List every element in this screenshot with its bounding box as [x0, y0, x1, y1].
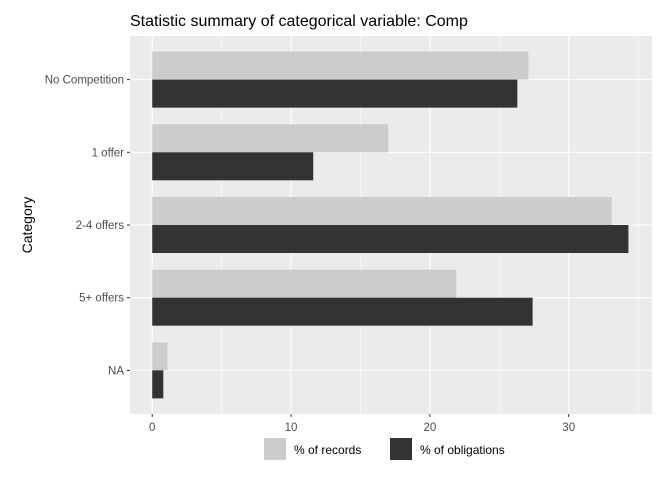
bar-obligations [152, 225, 629, 253]
y-axis: No Competition 1 offer 2-4 offers 5+ offers… [45, 75, 130, 377]
bar-records [152, 51, 529, 80]
bar-records [152, 124, 389, 153]
legend-key-records [264, 438, 286, 460]
bar-obligations [152, 152, 314, 181]
y-tick-label: 1 offer [92, 147, 125, 159]
bars [152, 51, 629, 399]
chart-title: Statistic summary of categorical variabl… [130, 13, 468, 30]
bar-records [152, 342, 168, 371]
bar-records [152, 197, 612, 225]
y-axis-title: Category [19, 197, 35, 254]
x-tick-label: 30 [562, 422, 575, 434]
x-tick-label: 0 [149, 422, 155, 434]
y-tick-label: 5+ offers [79, 293, 124, 305]
bar-records [152, 269, 457, 298]
legend: % of records % of obligations [264, 438, 505, 460]
x-axis: 0 10 20 30 [149, 414, 575, 434]
x-tick-label: 20 [423, 422, 436, 434]
y-tick-label: 2-4 offers [76, 220, 125, 232]
bar-obligations [152, 370, 164, 399]
x-tick-label: 10 [285, 422, 298, 434]
legend-label-records: % of records [294, 443, 361, 457]
legend-label-obligations: % of obligations [420, 443, 505, 457]
y-tick-label: NA [108, 365, 124, 377]
legend-key-obligations [390, 438, 412, 460]
y-tick-label: No Competition [45, 75, 124, 87]
bar-obligations [152, 79, 518, 108]
bar-obligations [152, 297, 533, 326]
